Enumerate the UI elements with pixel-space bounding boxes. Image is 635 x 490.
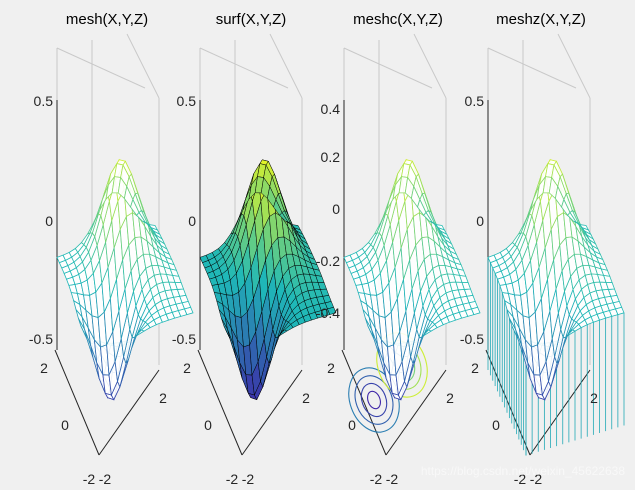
axis-lines <box>197 100 303 456</box>
z-tick-label: 0 <box>45 213 53 229</box>
y-tick-label: 2 <box>327 360 335 376</box>
z-tick-label: -0.5 <box>29 331 53 347</box>
x-axis-line <box>529 369 591 456</box>
axis-lines <box>341 100 447 456</box>
z-tick-label: 0.2 <box>321 149 341 165</box>
z-tick-label: -0.4 <box>316 305 340 321</box>
subplot-surf: surf(X,Y,Z) 0.5 0 -0.5 2 0 -2 -2 2 <box>172 11 337 487</box>
z-tick-label: 0.4 <box>321 101 341 117</box>
y-tick-label: 0 <box>61 417 69 433</box>
x-axis-line <box>385 369 447 456</box>
y-axis-line <box>341 349 387 456</box>
y-axis-line <box>485 349 531 456</box>
y-tick-label: 0 <box>492 417 500 433</box>
y-tick-label: 0 <box>348 417 356 433</box>
surface <box>56 158 194 401</box>
x-tick-label: -2 <box>242 471 255 487</box>
surface <box>199 159 337 401</box>
y-tick-label: 2 <box>40 360 48 376</box>
x-tick-label: 2 <box>590 390 598 406</box>
y-axis-line <box>54 349 100 456</box>
subplot-mesh: mesh(X,Y,Z) 0.5 0 -0.5 2 0 -2 -2 2 <box>29 11 194 487</box>
z-tick-label: 0.5 <box>34 93 54 109</box>
z-tick-label: 0 <box>476 213 484 229</box>
z-tick-label: 0.5 <box>465 93 485 109</box>
y-tick-label: -2 <box>226 471 239 487</box>
z-tick-label: -0.5 <box>460 331 484 347</box>
y-tick-label: 2 <box>183 360 191 376</box>
subplot-title: meshc(X,Y,Z) <box>353 11 443 28</box>
x-tick-label: -2 <box>386 471 399 487</box>
x-tick-label: -2 <box>99 471 112 487</box>
watermark: https://blog.csdn.net/weixin_45622638 <box>421 464 625 478</box>
curtain <box>487 257 625 456</box>
x-tick-label: 2 <box>302 390 310 406</box>
surface <box>487 158 625 401</box>
subplot-meshz: meshz(X,Y,Z) 0.5 0 -0.5 2 0 -2 -2 2 <box>460 11 625 487</box>
y-tick-label: 0 <box>204 417 212 433</box>
subplot-title: mesh(X,Y,Z) <box>66 11 148 28</box>
subplot-meshc: meshc(X,Y,Z) 0.4 0.2 0 -0.2 -0.4 2 0 -2 -2 2 <box>316 11 481 487</box>
y-tick-label: -2 <box>83 471 96 487</box>
x-tick-label: 2 <box>159 390 167 406</box>
y-axis-line <box>197 349 243 456</box>
subplot-title: meshz(X,Y,Z) <box>496 11 586 28</box>
y-tick-label: -2 <box>370 471 383 487</box>
surface <box>343 158 481 401</box>
z-tick-label: 0 <box>188 213 196 229</box>
x-axis-line <box>241 369 303 456</box>
z-tick-label: 0 <box>332 201 340 217</box>
z-tick-label: 0.5 <box>177 93 197 109</box>
z-tick-label: -0.5 <box>172 331 196 347</box>
axis-lines <box>54 100 160 456</box>
y-tick-label: 2 <box>471 360 479 376</box>
x-tick-label: -2 <box>530 471 543 487</box>
z-tick-label: -0.2 <box>316 253 340 269</box>
y-tick-label: -2 <box>514 471 527 487</box>
x-tick-label: 2 <box>446 390 454 406</box>
x-axis-line <box>98 369 160 456</box>
subplot-title: surf(X,Y,Z) <box>216 11 287 28</box>
